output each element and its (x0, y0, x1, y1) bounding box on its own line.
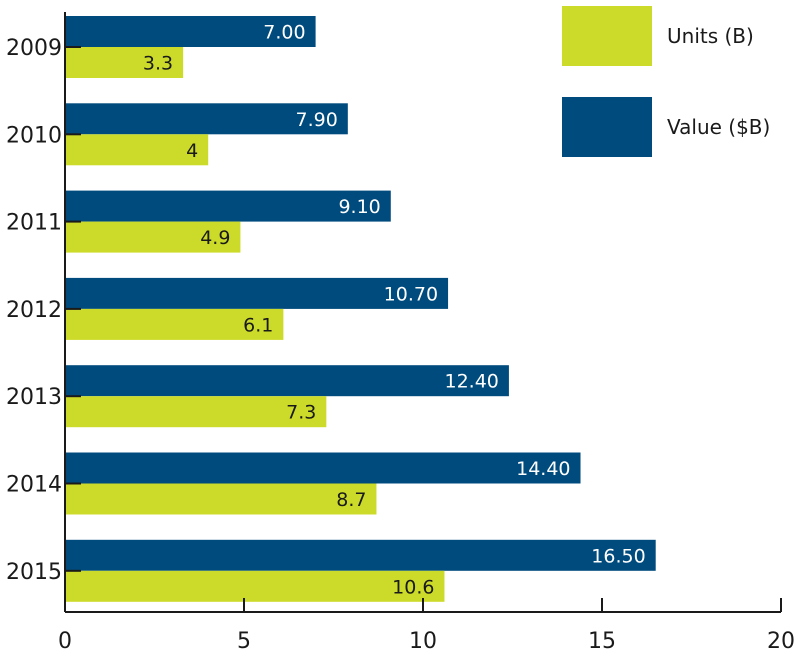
bar-label-units-b-2015: 10.6 (392, 576, 434, 598)
bar-units-b-2012 (65, 308, 284, 340)
y-tick-label-2014: 2014 (6, 473, 62, 498)
bar-units-b-2011 (65, 221, 241, 253)
x-tick-label-10: 10 (409, 629, 437, 653)
y-tick-label-2015: 2015 (6, 560, 62, 585)
bars-layer: 7.00 3.3 7.90 4 9.10 4.9 10.70 6.1 12.40 7.3 14.40… (65, 16, 656, 602)
legend-swatch-units-b (562, 6, 652, 66)
bar-value-b-2015 (65, 539, 656, 571)
bar-label-units-b-2010: 4 (186, 140, 198, 162)
axes-layer: 2009 2010 2011 2012 2013 2014 2015 0 5 10 15 20 (6, 12, 795, 653)
bar-label-value-b-2009: 7.00 (263, 22, 305, 44)
bar-label-value-b-2014: 14.40 (516, 458, 570, 480)
bar-label-value-b-2010: 7.90 (296, 109, 338, 131)
bar-label-units-b-2011: 4.9 (200, 227, 230, 249)
legend-swatch-value-b (562, 97, 652, 157)
legend-label-units-b: Units (B) (667, 24, 754, 48)
bar-units-b-2015 (65, 570, 445, 602)
bar-value-b-2011 (65, 190, 391, 222)
y-tick-label-2013: 2013 (6, 385, 62, 410)
x-tick-label-5: 5 (237, 629, 251, 653)
bar-value-b-2010 (65, 103, 348, 135)
bar-units-b-2014 (65, 483, 377, 515)
legend: Units (B) Value ($B) (562, 6, 770, 157)
bar-label-units-b-2012: 6.1 (243, 314, 273, 336)
y-tick-label-2011: 2011 (6, 211, 62, 236)
bar-label-units-b-2009: 3.3 (143, 53, 173, 75)
bar-units-b-2010 (65, 134, 209, 166)
y-tick-label-2012: 2012 (6, 298, 62, 323)
legend-label-value-b: Value ($B) (667, 115, 770, 139)
bar-units-b-2009 (65, 47, 184, 78)
bar-value-b-2013 (65, 365, 509, 397)
bar-value-b-2014 (65, 452, 581, 484)
x-tick-label-0: 0 (58, 629, 72, 653)
bar-label-value-b-2011: 9.10 (338, 196, 380, 218)
bar-label-units-b-2013: 7.3 (286, 402, 316, 424)
bar-units-b-2013 (65, 396, 327, 428)
y-tick-label-2010: 2010 (6, 123, 62, 148)
bar-label-value-b-2012: 10.70 (384, 283, 438, 305)
x-tick-label-20: 20 (767, 629, 795, 653)
y-tick-label-2009: 2009 (6, 36, 62, 61)
bar-value-b-2009 (65, 16, 316, 47)
bar-value-b-2012 (65, 277, 449, 309)
bar-label-units-b-2014: 8.7 (336, 489, 366, 511)
bar-label-value-b-2015: 16.50 (591, 545, 645, 567)
bar-label-value-b-2013: 12.40 (445, 371, 499, 393)
x-tick-label-15: 15 (588, 629, 616, 653)
